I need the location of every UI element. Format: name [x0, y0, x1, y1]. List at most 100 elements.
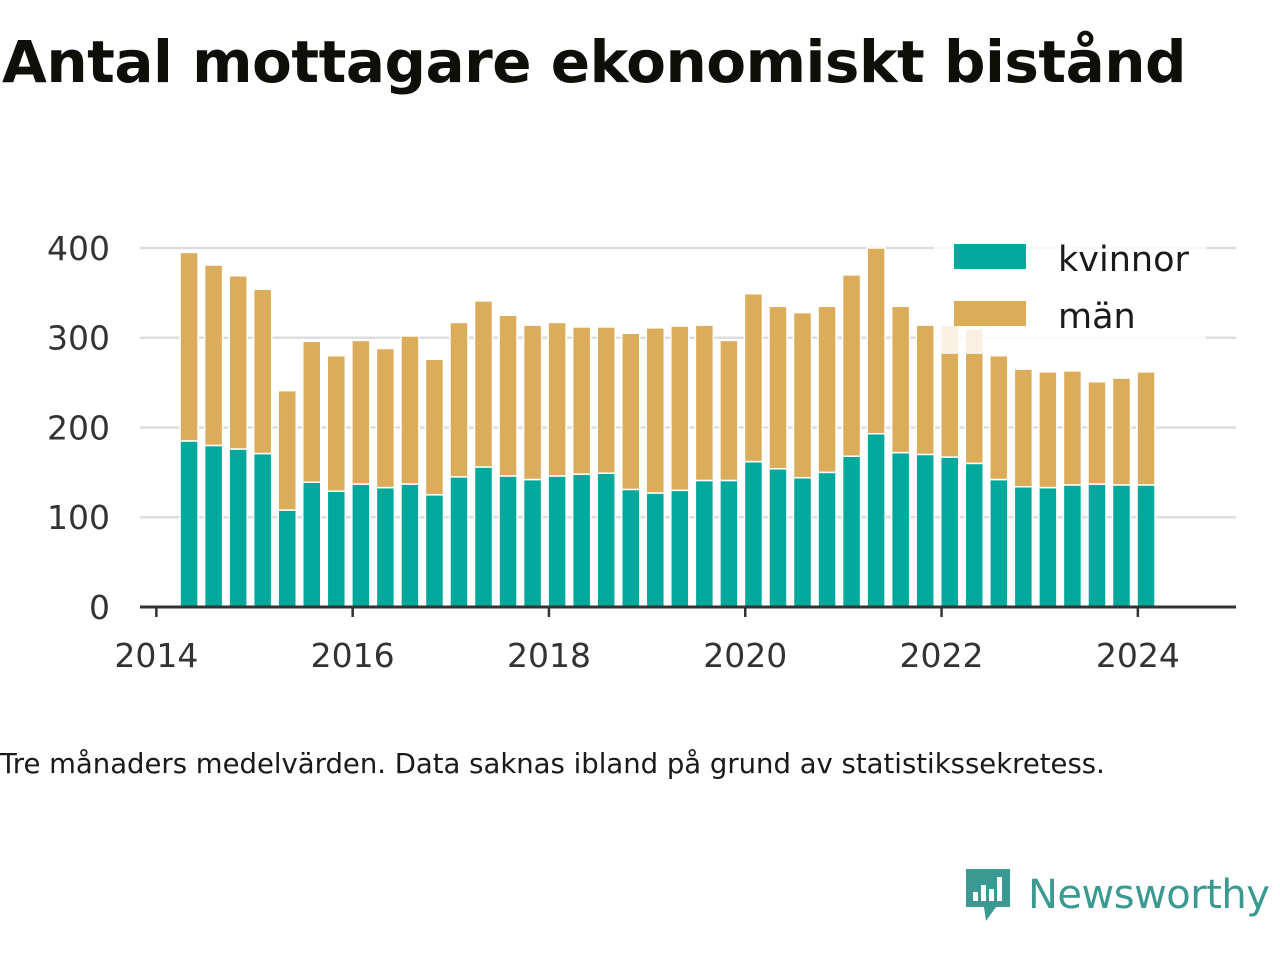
bar-män: [547, 321, 567, 477]
x-tick-label: 2020: [703, 636, 787, 675]
bar-män: [351, 339, 371, 485]
bar-män: [1062, 370, 1083, 486]
bar-kvinnor: [1013, 485, 1034, 608]
bar-kvinnor: [1136, 484, 1156, 608]
bar-kvinnor: [890, 451, 911, 608]
bar-män: [1013, 368, 1034, 488]
bar-kvinnor: [694, 479, 715, 608]
bar-kvinnor: [645, 492, 666, 608]
chart-caption: Tre månaders medelvärden. Data saknas ib…: [0, 748, 1105, 780]
bar-män: [302, 340, 322, 483]
bar-män: [1038, 371, 1058, 489]
bar-kvinnor: [866, 433, 886, 608]
bar-män: [620, 332, 641, 491]
brand-name: Newsworthy: [1028, 872, 1270, 918]
legend: kvinnor män: [934, 232, 1206, 354]
axes: 0 100 200 300 400 2014 2016 2018 2020 2022 2024: [47, 229, 1236, 675]
bar-kvinnor: [670, 489, 690, 608]
y-tick-label: 400: [47, 229, 110, 268]
bar-män: [228, 275, 248, 450]
bar-män: [252, 288, 273, 455]
bar-kvinnor: [768, 468, 788, 608]
bar-män: [890, 305, 911, 454]
bar-män: [424, 358, 445, 496]
brand-logo[interactable]: Newsworthy: [962, 862, 1270, 928]
bar-kvinnor: [964, 462, 985, 608]
bar-kvinnor: [302, 481, 322, 608]
x-tick-label: 2016: [311, 636, 395, 675]
legend-label-män: män: [1058, 297, 1136, 337]
bar-kvinnor: [841, 455, 862, 608]
bar-män: [596, 326, 616, 475]
bar-kvinnor: [571, 473, 592, 608]
bar-kvinnor: [719, 479, 739, 608]
bar-kvinnor: [620, 488, 641, 608]
bar-män: [841, 274, 862, 457]
bar-kvinnor: [400, 483, 420, 608]
bar-män: [498, 314, 518, 477]
bar-män: [866, 247, 886, 435]
bar-kvinnor: [522, 478, 543, 608]
bar-män: [670, 325, 690, 492]
bar-män: [1087, 380, 1107, 485]
bar-kvinnor: [1087, 483, 1107, 608]
bar-kvinnor: [1038, 486, 1058, 608]
legend-swatch-kvinnor: [954, 244, 1026, 269]
bar-kvinnor: [596, 472, 616, 608]
y-tick-label: 100: [47, 498, 110, 537]
bar-män: [522, 324, 543, 481]
bar-män: [792, 311, 813, 479]
bar-män: [179, 251, 199, 442]
bar-män: [203, 264, 224, 447]
bar-män: [1136, 371, 1156, 486]
bar-män: [645, 327, 666, 494]
bar-kvinnor: [547, 475, 567, 608]
bar-män: [571, 326, 592, 475]
x-tick-label: 2022: [900, 636, 984, 675]
bar-män: [375, 347, 396, 489]
bar-män: [449, 321, 469, 478]
bar-män: [400, 335, 420, 485]
stacked-bar-chart: 0 100 200 300 400 2014 2016 2018 2020 2022 2024 kv…: [47, 229, 1236, 675]
bar-män: [694, 324, 715, 482]
bar-kvinnor: [277, 509, 297, 608]
bar-män: [326, 354, 347, 492]
bar-män: [915, 324, 935, 456]
bar-kvinnor: [1111, 484, 1132, 608]
bar-män: [473, 300, 494, 468]
bar-kvinnor: [792, 476, 813, 608]
bar-kvinnor: [252, 452, 273, 608]
legend-label-kvinnor: kvinnor: [1058, 240, 1189, 280]
bar-kvinnor: [375, 486, 396, 608]
bar-kvinnor: [989, 478, 1009, 608]
bar-kvinnor: [473, 466, 494, 608]
bar-kvinnor: [1062, 484, 1083, 608]
bar-män: [743, 292, 764, 463]
chart-title: Antal mottagare ekonomiskt bistånd: [2, 28, 1187, 96]
bar-kvinnor: [228, 448, 248, 608]
bar-män: [719, 339, 739, 482]
bar-kvinnor: [449, 476, 469, 608]
bar-män: [277, 389, 297, 511]
bar-kvinnor: [743, 460, 764, 608]
bar-kvinnor: [817, 471, 837, 608]
x-tick-label: 2024: [1096, 636, 1180, 675]
bar-kvinnor: [203, 444, 224, 608]
bar-män: [817, 305, 837, 474]
bar-män: [768, 305, 788, 470]
bar-kvinnor: [179, 440, 199, 608]
bar-kvinnor: [939, 456, 960, 608]
newsworthy-chart-bubble-icon: [966, 869, 1010, 921]
bar-kvinnor: [424, 494, 445, 608]
bar-kvinnor: [915, 453, 935, 608]
bar-män: [1111, 377, 1132, 486]
bar-män: [989, 354, 1009, 481]
bar-kvinnor: [498, 475, 518, 608]
x-tick-label: 2014: [114, 636, 198, 675]
y-tick-label: 200: [47, 408, 110, 447]
x-tick-label: 2018: [507, 636, 591, 675]
y-tick-label: 0: [89, 588, 110, 627]
legend-swatch-män: [954, 301, 1026, 326]
bar-kvinnor: [351, 483, 371, 608]
y-tick-label: 300: [47, 319, 110, 358]
